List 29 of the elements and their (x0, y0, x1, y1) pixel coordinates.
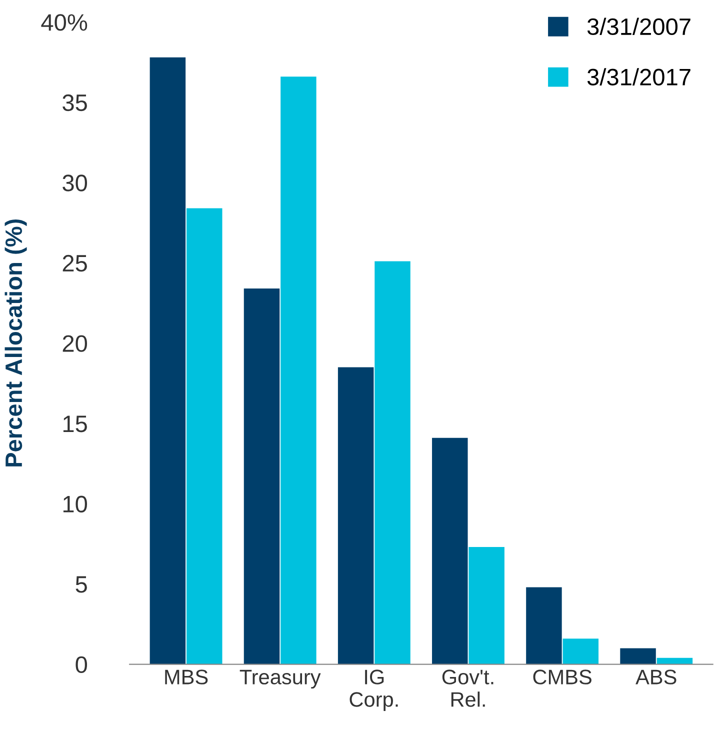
bar (244, 288, 280, 664)
bar (280, 76, 316, 664)
x-tick-label: CMBS (533, 670, 592, 684)
x-tick-label: MBS (165, 670, 208, 684)
bar (338, 367, 374, 664)
y-axis-title: Percent Allocation (%) (4, 219, 27, 466)
y-tick-label: 0 (76, 656, 88, 674)
y-tick-label: 30 (62, 174, 88, 192)
x-tick-label: Treasury (240, 670, 321, 689)
x-tick-label: IG Corp. (350, 670, 398, 711)
bar (150, 57, 186, 664)
legend-label: 3/31/2007 (587, 18, 690, 36)
bar (468, 547, 504, 664)
bar (374, 261, 410, 664)
x-tick-label: Gov't. Rel. (442, 670, 494, 707)
bar (526, 587, 562, 664)
y-tick-label: 25 (62, 254, 87, 272)
legend-label: 3/31/2017 (587, 68, 690, 86)
bar (620, 648, 656, 664)
bar (432, 438, 468, 664)
y-tick-label: 10 (63, 496, 88, 512)
y-tick-label: 20 (62, 335, 88, 352)
y-tick-label: 40% (41, 14, 88, 31)
bar (186, 208, 222, 664)
y-tick-label: 15 (63, 416, 87, 432)
x-tick-label: ABS (636, 670, 676, 684)
y-tick-label: 5 (76, 576, 87, 593)
bar (562, 638, 599, 664)
y-tick-label: 35 (62, 94, 87, 112)
